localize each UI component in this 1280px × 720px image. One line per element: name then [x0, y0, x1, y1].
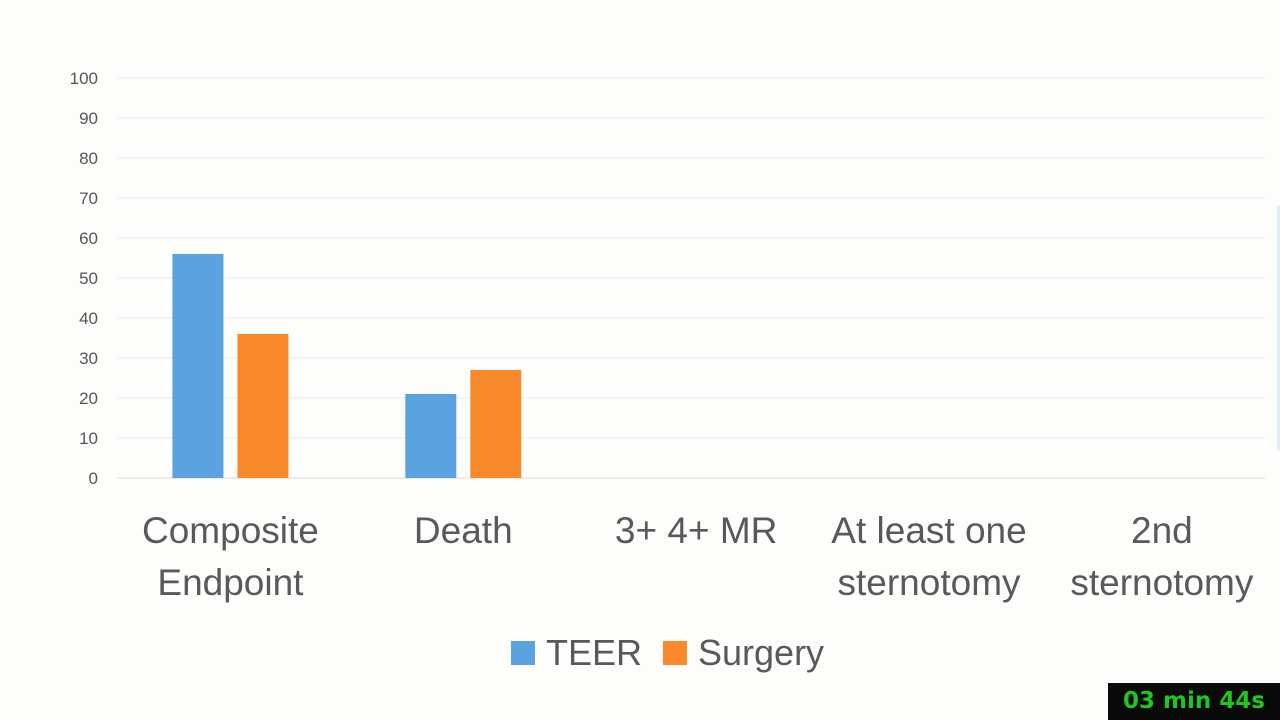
y-axis-ticks: 0 10 20 30 40 50 60 70 80 90 100	[70, 69, 98, 488]
bar-teer-1	[405, 394, 457, 478]
legend-swatch-teer	[511, 641, 535, 665]
gridlines	[117, 77, 1265, 479]
y-tick-label: 90	[79, 109, 98, 128]
category-label: Death	[414, 510, 513, 551]
y-tick-label: 80	[79, 149, 98, 168]
y-tick-label: 0	[89, 469, 98, 488]
slide-edge-line	[1277, 205, 1280, 450]
y-tick-label: 100	[70, 69, 98, 88]
category-label: Composite Endpoint	[142, 510, 319, 603]
y-tick-label: 30	[79, 349, 98, 368]
bar-surgery-0	[237, 334, 289, 478]
y-tick-label: 70	[79, 189, 98, 208]
category-label: At least one sternotomy	[831, 510, 1026, 603]
legend-label-surgery: Surgery	[698, 632, 824, 673]
y-tick-label: 50	[79, 269, 98, 288]
y-tick-label: 60	[79, 229, 98, 248]
legend: TEER Surgery	[511, 632, 824, 673]
y-tick-label: 10	[79, 429, 98, 448]
legend-swatch-surgery	[663, 641, 687, 665]
category-labels: Composite Endpoint Death 3+ 4+ MR At least o…	[142, 510, 1254, 603]
category-label: 3+ 4+ MR	[615, 510, 777, 551]
legend-label-teer: TEER	[546, 632, 642, 673]
y-tick-label: 40	[79, 309, 98, 328]
bar-teer-0	[172, 254, 224, 478]
category-label: 2nd sternotomy	[1070, 510, 1254, 603]
bar-surgery-1	[470, 370, 522, 478]
bars	[172, 254, 522, 478]
y-tick-label: 20	[79, 389, 98, 408]
elapsed-timer: 03 min 44s	[1108, 683, 1280, 720]
